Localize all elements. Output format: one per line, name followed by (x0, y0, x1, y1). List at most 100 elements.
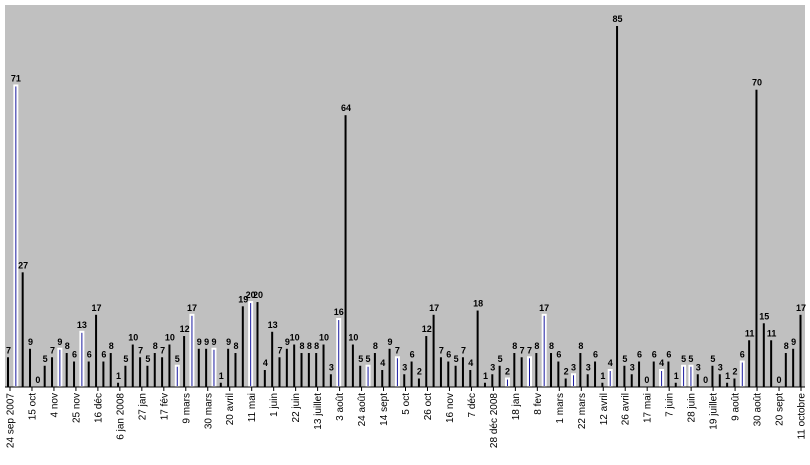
bar (21, 272, 24, 387)
bar (139, 357, 142, 387)
bar (241, 306, 244, 387)
data-label: 1 (483, 371, 488, 381)
data-label: 9 (211, 337, 216, 347)
bar (381, 370, 384, 387)
x-tick-label: 7 juin (665, 393, 676, 417)
data-label: 19 (238, 294, 248, 304)
data-label: 6 (593, 350, 598, 360)
data-label: 0 (35, 375, 40, 385)
data-label: 8 (373, 341, 378, 351)
data-label: 17 (429, 303, 439, 313)
bar (579, 353, 582, 387)
bar (784, 353, 787, 387)
plot-area (5, 5, 805, 387)
x-tick-label: 24 sep 2007 (6, 393, 17, 448)
data-label: 27 (18, 260, 28, 270)
data-label: 18 (473, 299, 483, 309)
bar (799, 314, 802, 387)
bar (87, 361, 90, 387)
bar (131, 344, 134, 387)
data-label: 5 (681, 354, 686, 364)
bars-group (7, 26, 802, 389)
x-tick-label: 20 avril (225, 393, 236, 425)
bar (513, 353, 516, 387)
bar (365, 364, 371, 389)
data-label: 5 (498, 354, 503, 364)
bar (527, 356, 532, 388)
bar (792, 348, 795, 387)
data-label: 5 (175, 354, 180, 364)
bar (410, 361, 413, 387)
data-label: 6 (740, 350, 745, 360)
bar (189, 313, 195, 388)
x-tick-label: 16 nov (445, 393, 456, 423)
bar (271, 331, 274, 387)
data-label: 10 (348, 333, 358, 343)
data-label: 9 (388, 337, 393, 347)
bar (557, 361, 560, 387)
bar (469, 370, 472, 387)
data-label: 7 (527, 345, 532, 355)
data-label: 5 (454, 354, 459, 364)
data-label: 85 (613, 14, 623, 24)
bar (109, 353, 112, 387)
data-label: 10 (128, 333, 138, 343)
bar (674, 382, 677, 387)
bar (153, 353, 156, 387)
bar (351, 344, 354, 387)
data-label: 4 (380, 358, 385, 368)
bar (234, 353, 237, 387)
data-label: 70 (752, 78, 762, 88)
data-label: 10 (319, 333, 329, 343)
x-tick-label: 8 fev (533, 393, 544, 415)
bar (13, 84, 19, 389)
data-label: 17 (92, 303, 102, 313)
data-label: 4 (263, 358, 268, 368)
bar (161, 357, 164, 387)
data-label: 3 (718, 362, 723, 372)
x-tick-label: 26 avril (621, 393, 632, 425)
bar (447, 361, 450, 387)
x-tick-label: 5 oct (401, 393, 412, 415)
x-tick-label: 26 oct (423, 393, 434, 420)
bar (762, 323, 765, 387)
bar (733, 378, 736, 387)
x-tick-label: 30 août (753, 393, 764, 427)
data-label: 3 (571, 362, 576, 372)
data-label: 8 (65, 341, 70, 351)
bar (124, 365, 127, 387)
data-label: 0 (644, 375, 649, 385)
bar (57, 347, 63, 388)
bar (696, 374, 699, 387)
bar (681, 364, 687, 389)
data-label: 7 (138, 345, 143, 355)
data-label: 8 (153, 341, 158, 351)
data-label: 4 (659, 358, 664, 368)
bar (667, 361, 670, 387)
x-tick-label: 24 août (357, 393, 368, 427)
data-label: 2 (732, 367, 737, 377)
data-label: 11 (767, 328, 777, 338)
x-tick-label: 9 mars (181, 393, 192, 424)
bar (718, 374, 721, 387)
bar (315, 353, 318, 387)
bar (336, 318, 342, 388)
bar (51, 357, 54, 387)
data-label: 5 (43, 354, 48, 364)
bar (425, 336, 428, 387)
tick-marks-group (9, 387, 802, 391)
data-label: 16 (334, 307, 344, 317)
data-label: 8 (300, 341, 305, 351)
data-label: 9 (226, 337, 231, 347)
bar (623, 365, 626, 387)
bar (359, 365, 362, 387)
data-label: 17 (539, 303, 549, 313)
data-label: 5 (358, 354, 363, 364)
data-label: 7 (160, 345, 165, 355)
data-label: 9 (28, 337, 33, 347)
data-label: 1 (116, 371, 121, 381)
data-label: 6 (666, 350, 671, 360)
data-label: 10 (165, 333, 175, 343)
bar (476, 310, 479, 387)
